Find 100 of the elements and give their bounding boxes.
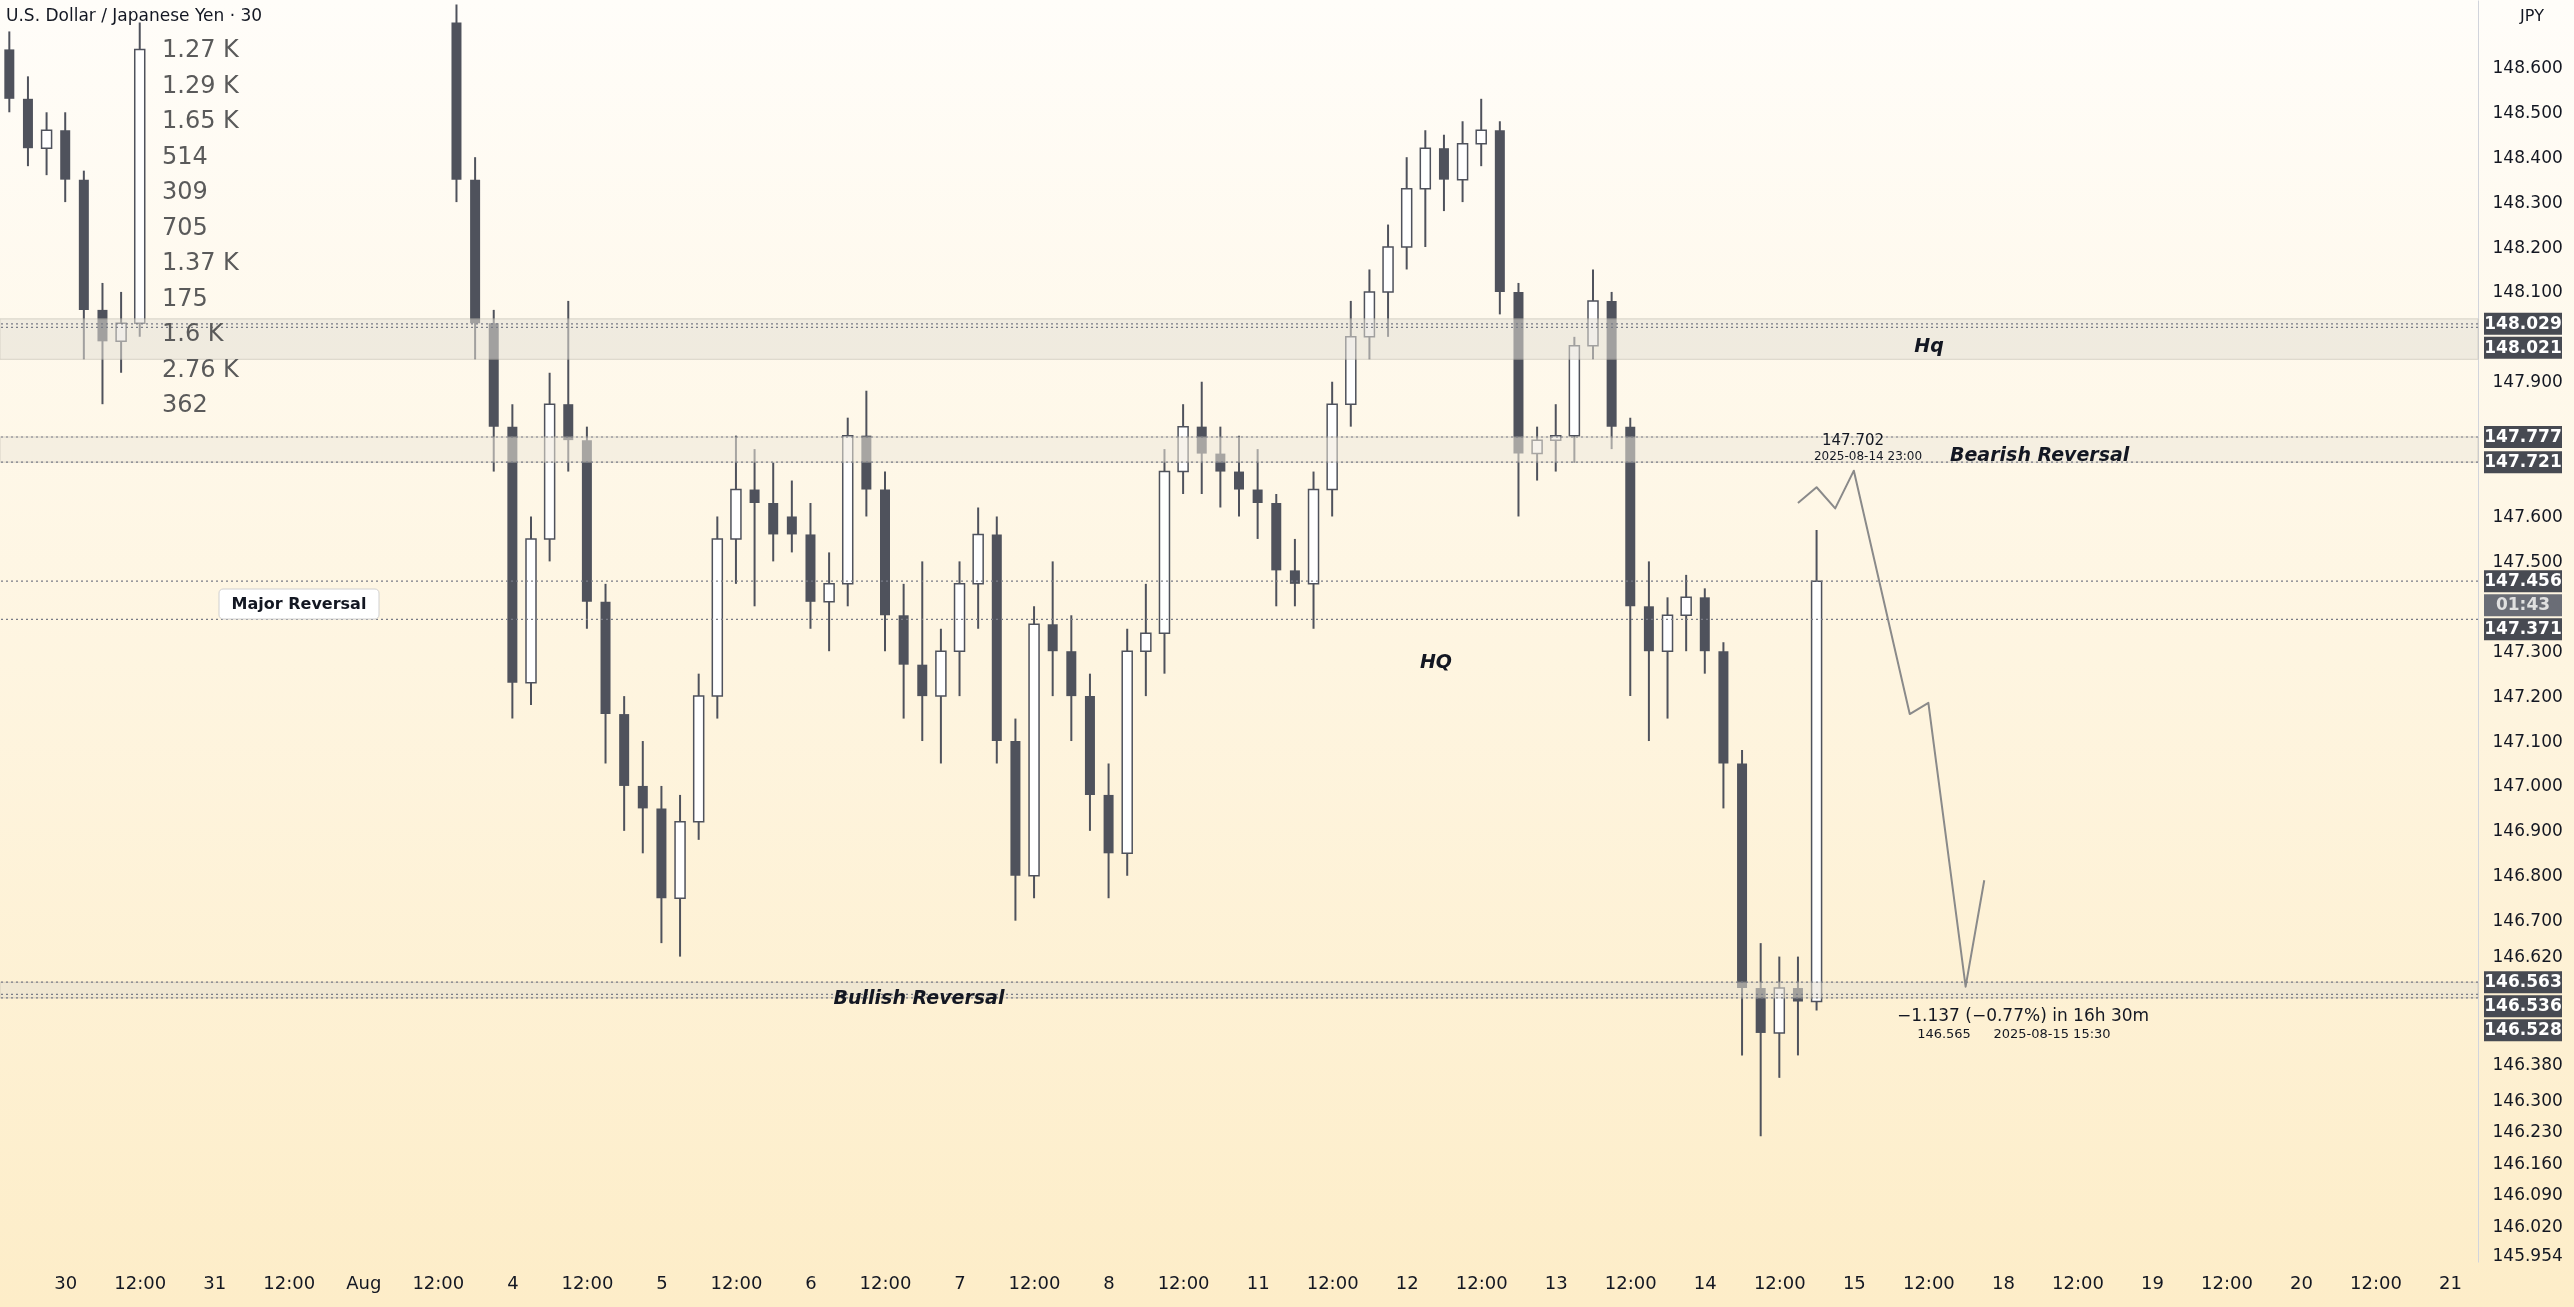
x-tick-label: 20 xyxy=(2290,1271,2313,1293)
annotation: 175 xyxy=(162,283,208,312)
x-tick-label: 6 xyxy=(805,1271,817,1293)
candlestick xyxy=(115,290,127,374)
x-tick-label: 11 xyxy=(1246,1271,1270,1293)
annotation: Major Reversal xyxy=(231,594,367,613)
x-tick-label: 12:00 xyxy=(412,1271,465,1293)
x-tick-label: 12:00 xyxy=(710,1271,763,1293)
candlestick xyxy=(1140,582,1152,698)
y-tick-label: 147.000 xyxy=(2492,775,2563,796)
y-tick-label: 145.954 xyxy=(2492,1245,2563,1266)
x-tick-label: 12:00 xyxy=(2350,1271,2402,1293)
candlestick xyxy=(1680,573,1692,653)
candlestick xyxy=(749,448,760,608)
x-tick-label: 14 xyxy=(1693,1271,1717,1293)
y-tick-label: 147.100 xyxy=(2492,730,2563,751)
x-tick-label: 8 xyxy=(1103,1271,1115,1293)
annotation: 362 xyxy=(162,390,208,418)
y-tick-label: 146.380 xyxy=(2492,1053,2563,1074)
candlestick xyxy=(1234,434,1244,518)
ref-line-label: 148.021 xyxy=(2484,336,2562,357)
x-tick-label: 18 xyxy=(1991,1271,2015,1293)
y-tick-label: 147.500 xyxy=(2492,550,2563,571)
y-tick-label: 147.200 xyxy=(2492,685,2563,706)
annotation: 309 xyxy=(162,177,208,205)
y-tick-label: 148.400 xyxy=(2492,146,2563,167)
annotation: 1.27 K xyxy=(162,35,241,63)
y-tick-label: 146.230 xyxy=(2492,1121,2563,1142)
chart-title: U.S. Dollar / Japanese Yen · 30 xyxy=(6,5,263,25)
y-tick-label: 146.160 xyxy=(2492,1152,2563,1173)
x-tick-label: 4 xyxy=(507,1271,519,1293)
x-tick-label: 7 xyxy=(954,1271,966,1293)
x-tick-label: 12 xyxy=(1395,1271,1419,1293)
ref-line-label: 146.563 xyxy=(2484,971,2562,992)
annotation: 2.76 K xyxy=(162,354,241,383)
x-tick-label: 12:00 xyxy=(1604,1271,1657,1293)
y-tick-label: 146.020 xyxy=(2492,1215,2563,1236)
candlestick xyxy=(1252,448,1263,540)
ref-line-label: 147.777 xyxy=(2484,425,2562,446)
x-tick-label: 12:00 xyxy=(1455,1271,1508,1293)
ref-line-label: 148.029 xyxy=(2484,312,2562,333)
annotation: 147.702 xyxy=(1821,431,1885,449)
annotation: 2025-08-14 23:00 xyxy=(1813,449,1923,463)
y-tick-label: 146.700 xyxy=(2492,910,2563,931)
ref-line-label: 147.371 xyxy=(2484,618,2562,639)
y-tick-label: 148.200 xyxy=(2492,236,2563,257)
x-tick-label: 12:00 xyxy=(1008,1271,1061,1293)
ref-line-label: 146.536 xyxy=(2484,995,2562,1016)
x-tick-label: 21 xyxy=(2439,1271,2463,1293)
ref-line-label: 146.528 xyxy=(2484,1019,2562,1040)
x-tick-label: 12:00 xyxy=(859,1271,912,1293)
y-tick-label: 148.300 xyxy=(2492,191,2563,212)
annotation: 1.29 K xyxy=(162,70,241,99)
x-tick-label: 15 xyxy=(1842,1271,1866,1293)
y-tick-label: 148.100 xyxy=(2492,281,2563,302)
x-tick-label: 13 xyxy=(1544,1271,1568,1293)
x-tick-label: 12:00 xyxy=(2051,1271,2104,1293)
x-tick-label: 12:00 xyxy=(1157,1271,1210,1293)
annotation: 1.6 K xyxy=(162,319,225,347)
text: 01:43 xyxy=(2495,594,2551,615)
annotation: Bearish Reversal xyxy=(1950,443,2130,465)
annotation: 705 xyxy=(162,212,208,241)
candlestick xyxy=(823,551,835,653)
annotation: 146.565 xyxy=(1917,1026,1971,1041)
ref-line-label: 147.721 xyxy=(2484,451,2562,472)
candlestick xyxy=(1215,425,1226,509)
y-tick-label: 146.620 xyxy=(2492,946,2563,967)
x-tick-label: 30 xyxy=(54,1271,78,1293)
annotation: Hq xyxy=(1914,334,1944,356)
x-tick-label: 12:00 xyxy=(263,1271,316,1293)
x-tick-label: 12:00 xyxy=(561,1271,614,1293)
x-tick-label: 12:00 xyxy=(2201,1271,2253,1293)
x-tick-label: 31 xyxy=(203,1271,227,1293)
x-tick-label: 12:00 xyxy=(1306,1271,1359,1293)
y-tick-label: 148.500 xyxy=(2492,101,2563,122)
line-series xyxy=(1796,469,1986,988)
x-tick-label: 12:00 xyxy=(1753,1271,1806,1293)
candlestick xyxy=(786,479,797,554)
candlestick xyxy=(1792,955,1803,1057)
ref-line-label: 147.456 xyxy=(2484,570,2562,591)
candlestick xyxy=(1475,97,1487,168)
y-axis-title: JPY xyxy=(2519,6,2545,25)
annotation: 1.65 K xyxy=(162,106,241,134)
annotation: 514 xyxy=(162,141,208,170)
y-tick-label: 148.600 xyxy=(2492,56,2563,77)
annotation: −1.137 (−0.77%) in 16h 30m xyxy=(1896,1005,2150,1025)
y-tick-label: 147.300 xyxy=(2492,640,2563,661)
y-tick-label: 146.300 xyxy=(2492,1089,2563,1110)
y-tick-label: 147.900 xyxy=(2492,371,2563,392)
annotation: HQ xyxy=(1419,650,1453,672)
candlestick xyxy=(1531,425,1543,482)
candlestick xyxy=(40,111,53,177)
x-tick-label: 12:00 xyxy=(114,1271,167,1293)
y-tick-label: 147.600 xyxy=(2492,505,2563,526)
y-tick-label: 146.900 xyxy=(2492,820,2563,841)
x-tick-label: 5 xyxy=(656,1271,668,1293)
annotation: 2025-08-15 15:30 xyxy=(1993,1026,2111,1041)
candlestick xyxy=(637,740,648,855)
y-tick-label: 146.800 xyxy=(2492,865,2563,886)
y-tick-label: 146.090 xyxy=(2492,1184,2563,1205)
